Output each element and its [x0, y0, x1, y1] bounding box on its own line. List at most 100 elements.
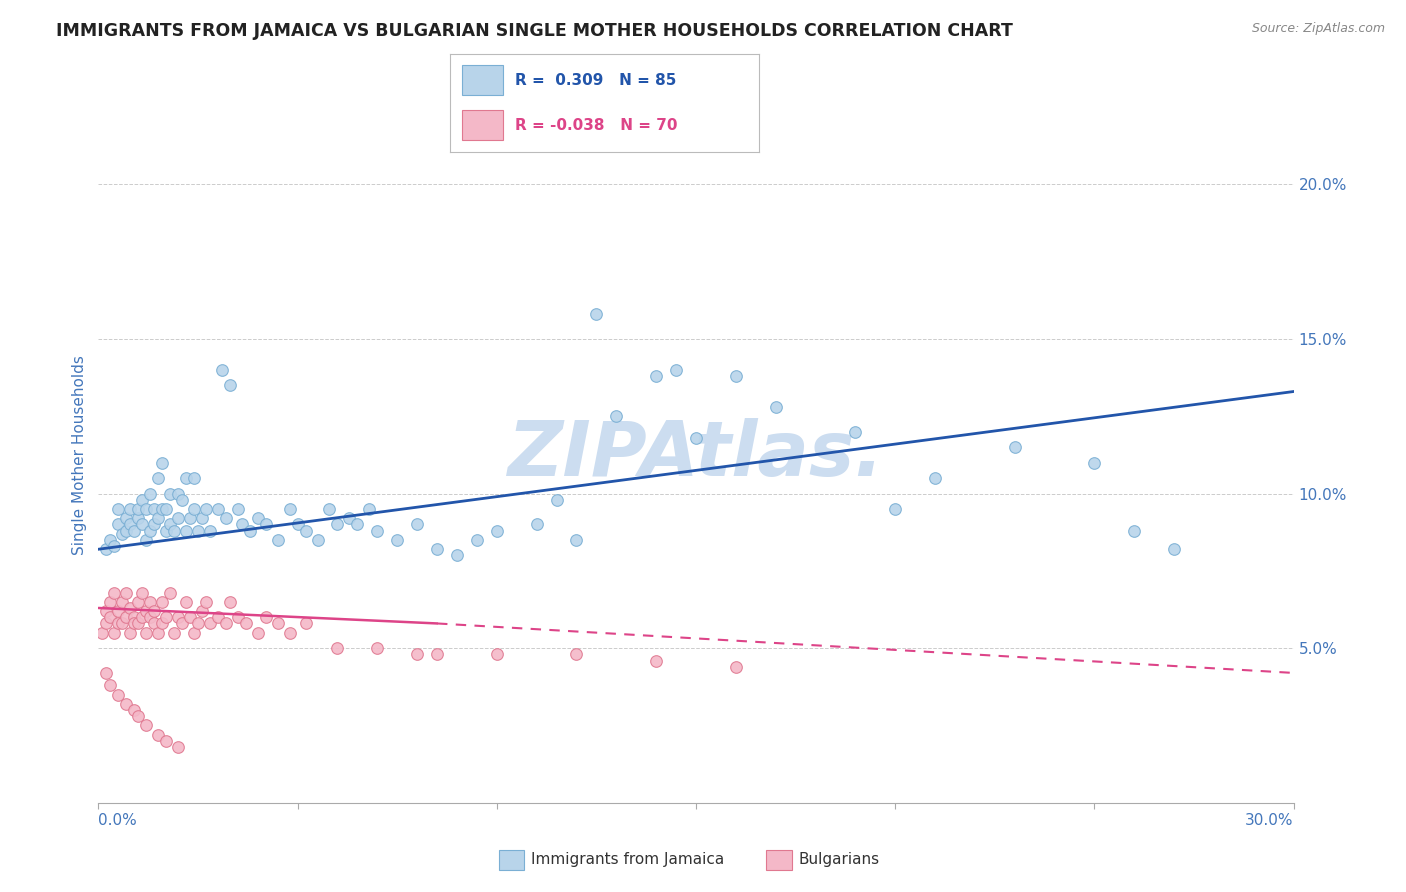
Point	[426, 542, 449, 557]
Point	[194, 595, 218, 609]
Point	[107, 604, 129, 618]
Point	[127, 616, 149, 631]
Point	[120, 601, 142, 615]
Point	[267, 533, 290, 547]
Point	[215, 616, 238, 631]
Point	[235, 616, 257, 631]
Point	[665, 363, 688, 377]
Point	[163, 625, 186, 640]
Point	[465, 533, 488, 547]
Point	[96, 665, 118, 680]
Point	[645, 369, 668, 384]
Point	[645, 654, 668, 668]
Point	[98, 595, 122, 609]
Point	[254, 610, 277, 624]
Point	[139, 486, 162, 500]
Point	[103, 625, 125, 640]
Point	[605, 409, 627, 424]
Point	[485, 524, 508, 538]
FancyBboxPatch shape	[463, 111, 502, 140]
Point	[150, 502, 173, 516]
Point	[526, 517, 548, 532]
Point	[98, 610, 122, 624]
Point	[294, 616, 316, 631]
Point	[163, 524, 186, 538]
Point	[96, 616, 118, 631]
Point	[139, 524, 162, 538]
Point	[131, 585, 153, 599]
Point	[111, 595, 134, 609]
Point	[446, 549, 468, 563]
Point	[219, 378, 242, 392]
Point	[294, 524, 316, 538]
Y-axis label: Single Mother Households: Single Mother Households	[72, 355, 87, 555]
Point	[103, 585, 125, 599]
Point	[179, 511, 201, 525]
Point	[124, 610, 146, 624]
Point	[167, 511, 190, 525]
Point	[120, 625, 142, 640]
Point	[115, 585, 138, 599]
Point	[155, 524, 177, 538]
Point	[724, 369, 747, 384]
Point	[339, 511, 360, 525]
Point	[254, 517, 277, 532]
Point	[187, 524, 209, 538]
Point	[198, 616, 221, 631]
Point	[546, 492, 568, 507]
Point	[685, 431, 707, 445]
Point	[96, 542, 118, 557]
Point	[406, 648, 429, 662]
Point	[107, 502, 129, 516]
Point	[326, 517, 349, 532]
Point	[246, 625, 269, 640]
Point	[359, 502, 381, 516]
Text: Bulgarians: Bulgarians	[799, 853, 880, 867]
Point	[174, 471, 197, 485]
Point	[124, 524, 146, 538]
Point	[844, 425, 866, 439]
Text: IMMIGRANTS FROM JAMAICA VS BULGARIAN SINGLE MOTHER HOUSEHOLDS CORRELATION CHART: IMMIGRANTS FROM JAMAICA VS BULGARIAN SIN…	[56, 22, 1014, 40]
Point	[485, 648, 508, 662]
Point	[267, 616, 290, 631]
Point	[103, 539, 125, 553]
Point	[135, 604, 157, 618]
Point	[135, 502, 157, 516]
Point	[155, 502, 177, 516]
Point	[131, 517, 153, 532]
Point	[585, 307, 607, 321]
Text: R = -0.038   N = 70: R = -0.038 N = 70	[515, 118, 678, 133]
Point	[111, 616, 134, 631]
Point	[159, 585, 181, 599]
Point	[207, 610, 229, 624]
Point	[148, 728, 170, 742]
Point	[139, 610, 162, 624]
Point	[884, 502, 907, 516]
Point	[565, 533, 588, 547]
Point	[143, 502, 166, 516]
Point	[172, 616, 194, 631]
Point	[191, 511, 214, 525]
Point	[366, 641, 388, 656]
Point	[307, 533, 329, 547]
Point	[191, 604, 214, 618]
Point	[111, 526, 134, 541]
Point	[183, 471, 205, 485]
Point	[127, 595, 149, 609]
Text: Immigrants from Jamaica: Immigrants from Jamaica	[531, 853, 724, 867]
Point	[183, 502, 205, 516]
Point	[124, 703, 146, 717]
Text: ZIPAtlas.: ZIPAtlas.	[508, 418, 884, 491]
Point	[143, 604, 166, 618]
Point	[98, 678, 122, 692]
Point	[346, 517, 368, 532]
Point	[406, 517, 429, 532]
Point	[120, 517, 142, 532]
Point	[326, 641, 349, 656]
Point	[239, 524, 262, 538]
Point	[98, 533, 122, 547]
Text: R =  0.309   N = 85: R = 0.309 N = 85	[515, 72, 676, 87]
Text: Source: ZipAtlas.com: Source: ZipAtlas.com	[1251, 22, 1385, 36]
Point	[565, 648, 588, 662]
Point	[226, 502, 249, 516]
